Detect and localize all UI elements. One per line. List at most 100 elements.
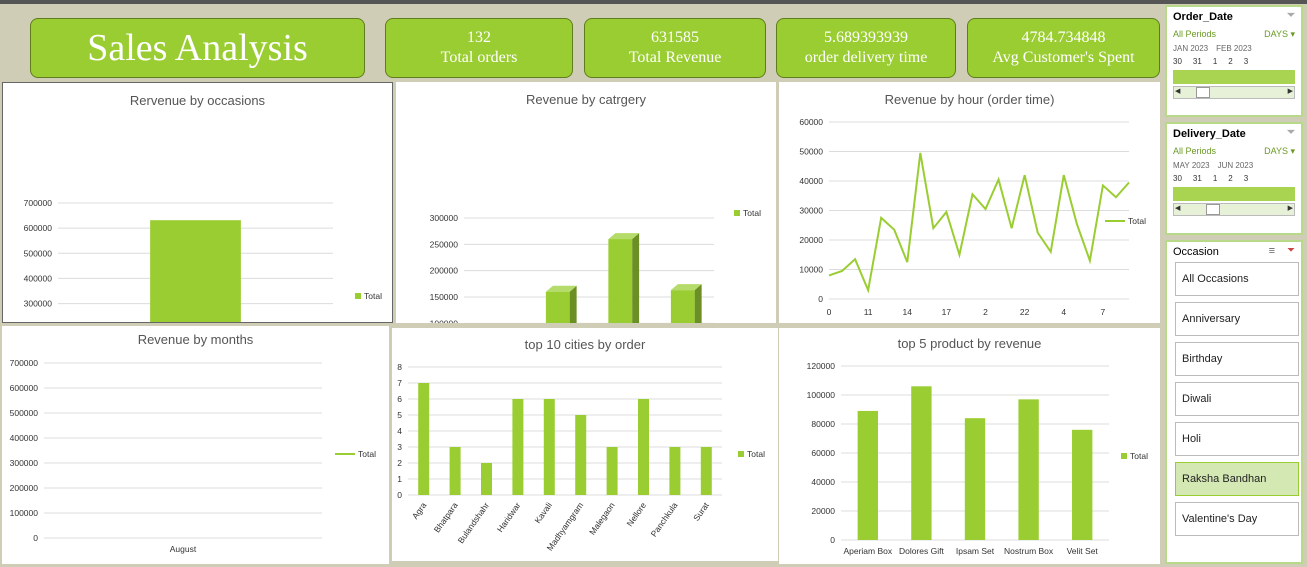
occasion-item[interactable]: Raksha Bandhan (1175, 462, 1299, 496)
y-tick-label: 200000 (10, 483, 39, 493)
bar (911, 386, 932, 540)
kpi-avg-customer-spent: 4784.734848 Avg Customer's Spent (967, 18, 1160, 78)
bar-side (569, 285, 577, 323)
legend-label: Total (358, 449, 376, 459)
y-tick-label: 200000 (430, 266, 459, 276)
bar (575, 415, 587, 495)
legend-label: Total (1128, 216, 1146, 226)
day-label: 1 (1212, 57, 1218, 66)
chart-revenue-by-category[interactable]: Revenue by catrgery 300000 250000 200000 150… (396, 82, 776, 323)
occasion-item[interactable]: Diwali (1175, 382, 1299, 416)
y-tick-label: 500000 (24, 248, 53, 258)
scroll-thumb[interactable] (1206, 204, 1220, 215)
y-tick-label: 7 (397, 378, 402, 388)
x-tick-label: Bulandshahr (456, 500, 492, 545)
bar (543, 399, 555, 495)
slicer-title: Occasion ≡ ⏷ (1173, 245, 1295, 258)
occasion-item[interactable]: Anniversary (1175, 302, 1299, 336)
unit-dropdown[interactable]: DAYS ▾ (1264, 146, 1295, 156)
timeline-months: JAN 2023 FEB 2023 (1167, 42, 1301, 55)
kpi-value: 631585 (651, 29, 699, 46)
y-tick-label: 10000 (799, 265, 823, 275)
timeline-period-row: All Periods DAYS ▾ (1167, 144, 1301, 159)
order-date-slicer[interactable]: Order_Date ⏷ All Periods DAYS ▾ JAN 2023… (1165, 5, 1303, 117)
bar (670, 290, 695, 323)
clear-filter-icon[interactable]: ⏷ (1287, 10, 1295, 21)
bar (964, 418, 986, 540)
chart-svg: Rervenue by occasions 700000 600000 500000 4… (24, 93, 382, 322)
y-tick-label: 0 (33, 533, 38, 543)
scroll-right-icon[interactable]: ▶ (1287, 88, 1293, 95)
legend-label: Total (747, 449, 765, 459)
timeline-period-row: All Periods DAYS ▾ (1167, 27, 1301, 42)
legend-swatch (355, 293, 361, 299)
y-tick-label: 100000 (807, 390, 836, 400)
period-label[interactable]: All Periods (1173, 146, 1217, 156)
scroll-right-icon[interactable]: ▶ (1287, 205, 1293, 212)
y-tick-label: 100000 (430, 318, 459, 323)
kpi-delivery-time: 5.689393939 order delivery time (776, 18, 956, 78)
series-line (828, 152, 1130, 294)
chart-top-10-cities[interactable]: top 10 cities by order 8 7 6 5 4 3 2 1 0 Agra Bhatp… (392, 328, 778, 561)
occasion-slicer[interactable]: Occasion ≡ ⏷ All Occasions Anniversary Bir… (1165, 240, 1303, 564)
bar-top (545, 285, 577, 292)
dashboard-title: Sales Analysis (30, 18, 365, 78)
x-tick-label: Malegaon (587, 500, 617, 537)
x-tick-label: 0 (827, 307, 832, 317)
multi-select-icon[interactable]: ≡ (1268, 245, 1275, 257)
y-tick-label: 6 (397, 394, 402, 404)
y-tick-label: 5 (397, 410, 402, 420)
scroll-left-icon[interactable]: ◀ (1175, 88, 1181, 95)
day-label: 31 (1192, 57, 1202, 66)
month-label: JUN 2023 (1217, 161, 1254, 170)
kpi-label: Total Revenue (628, 49, 722, 66)
scroll-left-icon[interactable]: ◀ (1175, 205, 1181, 212)
day-label: 3 (1243, 174, 1249, 183)
legend-label: Total (743, 208, 761, 218)
x-tick-label: 22 (1020, 307, 1030, 317)
occasion-item[interactable]: Valentine's Day (1175, 502, 1299, 536)
y-tick-label: 600000 (24, 223, 53, 233)
timeline-scrollbar[interactable]: ◀ ▶ (1173, 203, 1295, 216)
delivery-date-slicer[interactable]: Delivery_Date ⏷ All Periods DAYS ▾ MAY 2… (1165, 122, 1303, 235)
chart-title: Rervenue by occasions (130, 93, 266, 108)
chart-svg: Revenue by catrgery 300000 250000 200000 150… (430, 92, 761, 323)
scroll-thumb[interactable] (1196, 87, 1210, 98)
occasion-item[interactable]: All Occasions (1175, 262, 1299, 296)
y-tick-label: 150000 (430, 292, 459, 302)
timeline-selection-bar[interactable] (1173, 70, 1295, 84)
x-tick-label: Agra (410, 500, 429, 521)
unit-dropdown[interactable]: DAYS ▾ (1264, 29, 1295, 39)
occasion-item[interactable]: Birthday (1175, 342, 1299, 376)
y-tick-label: 4 (397, 426, 402, 436)
y-tick-label: 1 (397, 474, 402, 484)
clear-filter-icon[interactable]: ⏷ (1287, 127, 1295, 138)
x-tick-label: August (170, 544, 197, 554)
y-tick-label: 40000 (811, 477, 835, 487)
chart-svg: Revenue by hour (order time)600005000040… (799, 92, 1146, 317)
y-tick-label: 60000 (799, 117, 823, 127)
clear-filter-icon[interactable]: ⏷ (1287, 245, 1295, 256)
y-tick-label: 3 (397, 442, 402, 452)
bar (449, 447, 461, 495)
y-tick-label: 100000 (10, 508, 39, 518)
y-tick-label: 0 (818, 294, 823, 304)
kpi-value: 132 (467, 29, 491, 46)
timeline-selection-bar[interactable] (1173, 187, 1295, 201)
chart-revenue-by-months[interactable]: Revenue by months 700000 600000 500000 40000… (2, 326, 389, 564)
chart-revenue-by-hour[interactable]: Revenue by hour (order time) 60000 50000 40… (779, 82, 1160, 323)
chart-revenue-by-occasions[interactable]: Rervenue by occasions 700000 600000 500000 4… (2, 82, 393, 323)
day-label: 31 (1192, 174, 1202, 183)
kpi-label: Avg Customer's Spent (992, 49, 1135, 66)
slicer-title: Order_Date ⏷ (1173, 10, 1295, 23)
period-label[interactable]: All Periods (1173, 29, 1217, 39)
occasion-item[interactable]: Holi (1175, 422, 1299, 456)
y-tick-label: 300000 (10, 458, 39, 468)
y-tick-label: 40000 (799, 176, 823, 186)
x-tick-label: Kavali (532, 500, 554, 525)
timeline-scrollbar[interactable]: ◀ ▶ (1173, 86, 1295, 99)
timeline-months: MAY 2023 JUN 2023 (1167, 159, 1301, 172)
y-tick-label: 50000 (799, 147, 823, 157)
x-tick-label: 14 (903, 307, 913, 317)
chart-top-5-products[interactable]: top 5 product by revenue 120000 100000 8000… (779, 328, 1160, 564)
